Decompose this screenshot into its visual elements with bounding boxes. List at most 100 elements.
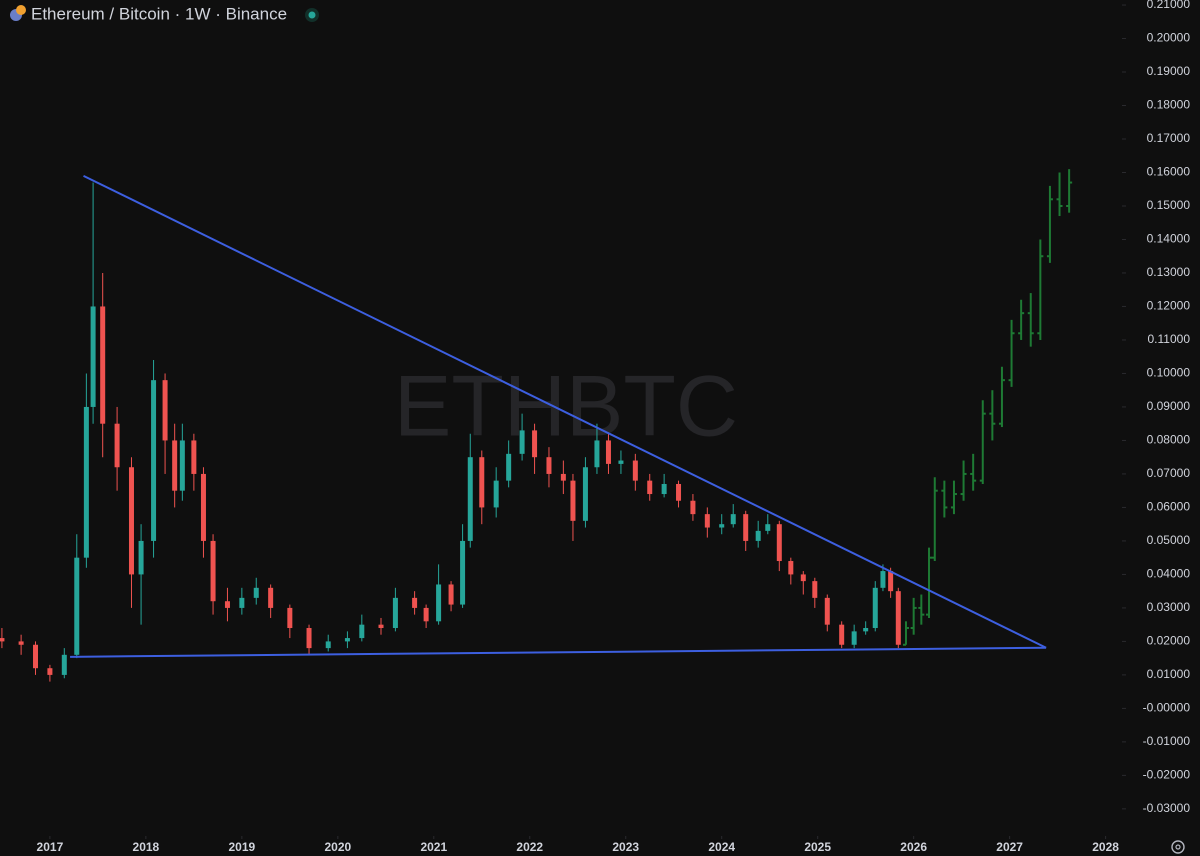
candle-body — [61, 654, 67, 675]
candle-body — [851, 631, 857, 645]
candle-body — [570, 480, 576, 521]
candle-body — [378, 624, 384, 629]
candle-body — [690, 500, 696, 515]
watermark: ETHBTC — [394, 359, 738, 455]
candle-body — [824, 597, 830, 625]
y-tick-label: 0.09000 — [1147, 399, 1191, 413]
candle-body — [800, 574, 806, 582]
y-tick-label: 0.16000 — [1147, 165, 1191, 179]
candle-body — [863, 628, 869, 632]
y-tick-label: -0.02000 — [1143, 768, 1191, 782]
y-tick-label: 0.05000 — [1147, 533, 1191, 547]
y-tick-label: 0.21000 — [1147, 0, 1191, 11]
candle-body — [594, 440, 600, 468]
y-tick-label: 0.07000 — [1147, 466, 1191, 480]
x-tick-label: 2026 — [900, 840, 927, 854]
x-tick-label: 2028 — [1092, 840, 1119, 854]
candle-body — [676, 483, 682, 501]
candle-body — [888, 571, 894, 592]
candle-body — [493, 480, 499, 508]
y-tick-label: 0.19000 — [1147, 64, 1191, 78]
symbol-icon — [16, 5, 26, 15]
candle-body — [412, 597, 418, 608]
candle-body — [138, 540, 144, 575]
candle-body — [788, 561, 794, 575]
x-tick-label: 2018 — [133, 840, 160, 854]
candle-body — [467, 457, 473, 541]
candle-body — [755, 530, 761, 541]
candle-body — [18, 641, 24, 645]
candle-body — [765, 524, 771, 531]
candle-body — [436, 584, 442, 622]
candle-body — [210, 540, 216, 602]
candle-body — [83, 406, 89, 558]
candle-body — [776, 524, 782, 562]
candle-body — [128, 467, 134, 575]
y-tick-label: 0.11000 — [1148, 332, 1191, 346]
candle-body — [47, 668, 53, 675]
candle-body — [880, 571, 886, 588]
x-tick-label: 2027 — [996, 840, 1023, 854]
candle-body — [448, 584, 454, 605]
candle-body — [100, 306, 106, 424]
candle-body — [172, 440, 178, 491]
x-tick-label: 2021 — [420, 840, 447, 854]
candle-body — [895, 591, 901, 645]
candle-body — [618, 460, 624, 464]
candle-body — [546, 457, 552, 474]
x-tick-label: 2019 — [228, 840, 255, 854]
settings-icon[interactable] — [1175, 844, 1181, 850]
candle-body — [151, 380, 157, 541]
candle-body — [605, 440, 611, 464]
y-tick-label: 0.08000 — [1147, 433, 1191, 447]
candle-body — [191, 440, 197, 474]
y-tick-label: 0.20000 — [1147, 31, 1191, 45]
plot — [0, 169, 1073, 682]
candle-body — [647, 480, 653, 495]
candle-body — [532, 430, 538, 458]
candle-body — [506, 453, 512, 481]
candle-body — [74, 557, 80, 655]
x-tick-label: 2020 — [324, 840, 351, 854]
x-tick-label: 2017 — [37, 840, 64, 854]
trendline — [70, 646, 1047, 658]
settings-icon[interactable] — [1171, 840, 1185, 854]
y-tick-label: -0.01000 — [1143, 734, 1191, 748]
candle-body — [582, 467, 588, 521]
y-tick-label: 0.18000 — [1147, 98, 1191, 112]
candle-body — [560, 473, 566, 481]
y-tick-label: 0.14000 — [1147, 232, 1191, 246]
y-tick-label: 0.01000 — [1147, 667, 1191, 681]
candle-body — [423, 607, 429, 622]
candle-body — [33, 644, 39, 669]
candle-body — [359, 624, 365, 639]
y-tick-label: 0.13000 — [1147, 265, 1191, 279]
candle-body — [344, 638, 350, 642]
candle-body — [460, 540, 466, 605]
candle-body — [632, 460, 638, 481]
candle-body — [253, 587, 259, 598]
x-tick-label: 2024 — [708, 840, 735, 854]
x-tick-label: 2025 — [804, 840, 831, 854]
candle-body — [743, 514, 749, 541]
candle-body — [90, 306, 96, 407]
settings-button[interactable] — [1171, 840, 1185, 854]
candle-body — [392, 597, 398, 629]
trendline — [83, 174, 1047, 649]
y-tick-label: -0.03000 — [1143, 801, 1191, 815]
y-tick-label: 0.06000 — [1147, 500, 1191, 514]
candle-body — [839, 624, 845, 645]
candle-body — [162, 380, 168, 441]
candle-body — [224, 601, 230, 608]
candle-body — [704, 514, 710, 528]
x-tick-label: 2023 — [612, 840, 639, 854]
candle-body — [306, 628, 312, 649]
y-tick-label: -0.00000 — [1143, 701, 1191, 715]
candle-body — [200, 473, 206, 541]
candle-body — [325, 641, 331, 649]
candle-body — [812, 581, 818, 598]
y-tick-label: 0.03000 — [1147, 600, 1191, 614]
candle-body — [730, 514, 736, 525]
